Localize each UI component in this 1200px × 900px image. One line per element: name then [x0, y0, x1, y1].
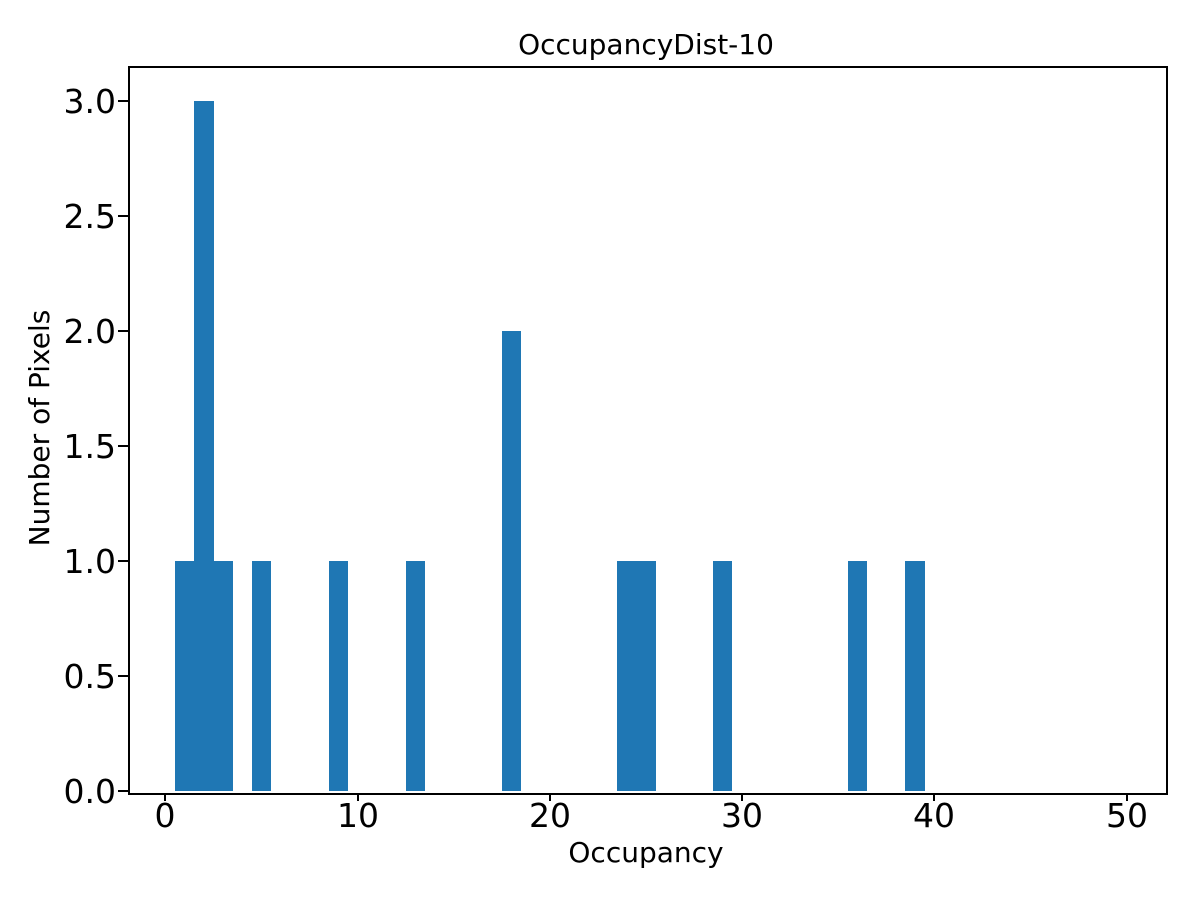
- y-tick-label: 0.5: [63, 657, 116, 696]
- y-tick-label: 2.5: [63, 197, 116, 236]
- x-tick-label: 20: [529, 796, 571, 835]
- y-tick-label: 1.5: [63, 427, 116, 466]
- y-tick-label: 0.0: [63, 772, 116, 811]
- x-tick-mark: [741, 793, 743, 801]
- x-tick-label: 50: [1106, 796, 1148, 835]
- bar-occupancy-24: [617, 561, 636, 791]
- bar-occupancy-18: [502, 331, 521, 791]
- bar-occupancy-39: [905, 561, 925, 791]
- bar-occupancy-9: [329, 561, 348, 791]
- y-tick-label: 2.0: [63, 312, 116, 351]
- x-tick-mark: [164, 793, 166, 801]
- bar-occupancy-5: [252, 561, 271, 791]
- y-tick-mark: [118, 215, 128, 217]
- x-tick-mark: [933, 793, 935, 801]
- bar-occupancy-2: [194, 101, 214, 791]
- y-tick-mark: [118, 790, 128, 792]
- y-tick-mark: [118, 100, 128, 102]
- x-tick-label: 0: [154, 796, 176, 835]
- x-tick-mark: [1126, 793, 1128, 801]
- bar-occupancy-3: [214, 561, 233, 791]
- y-tick-label: 3.0: [63, 82, 116, 121]
- chart-title: OccupancyDist-10: [518, 28, 774, 61]
- x-tick-label: 40: [913, 796, 955, 835]
- x-tick-mark: [549, 793, 551, 801]
- bar-occupancy-25: [636, 561, 656, 791]
- y-tick-mark: [118, 445, 128, 447]
- x-tick-label: 10: [337, 796, 379, 835]
- bar-occupancy-1: [175, 561, 194, 791]
- bar-occupancy-29: [713, 561, 732, 791]
- x-tick-mark: [357, 793, 359, 801]
- bar-occupancy-36: [848, 561, 867, 791]
- y-tick-mark: [118, 330, 128, 332]
- bar-occupancy-13: [406, 561, 425, 791]
- y-axis-label: Number of Pixels: [22, 309, 56, 547]
- x-tick-label: 30: [721, 796, 763, 835]
- y-tick-mark: [118, 675, 128, 677]
- x-axis-label: Occupancy: [568, 836, 724, 869]
- y-tick-mark: [118, 560, 128, 562]
- y-tick-label: 1.0: [63, 542, 116, 581]
